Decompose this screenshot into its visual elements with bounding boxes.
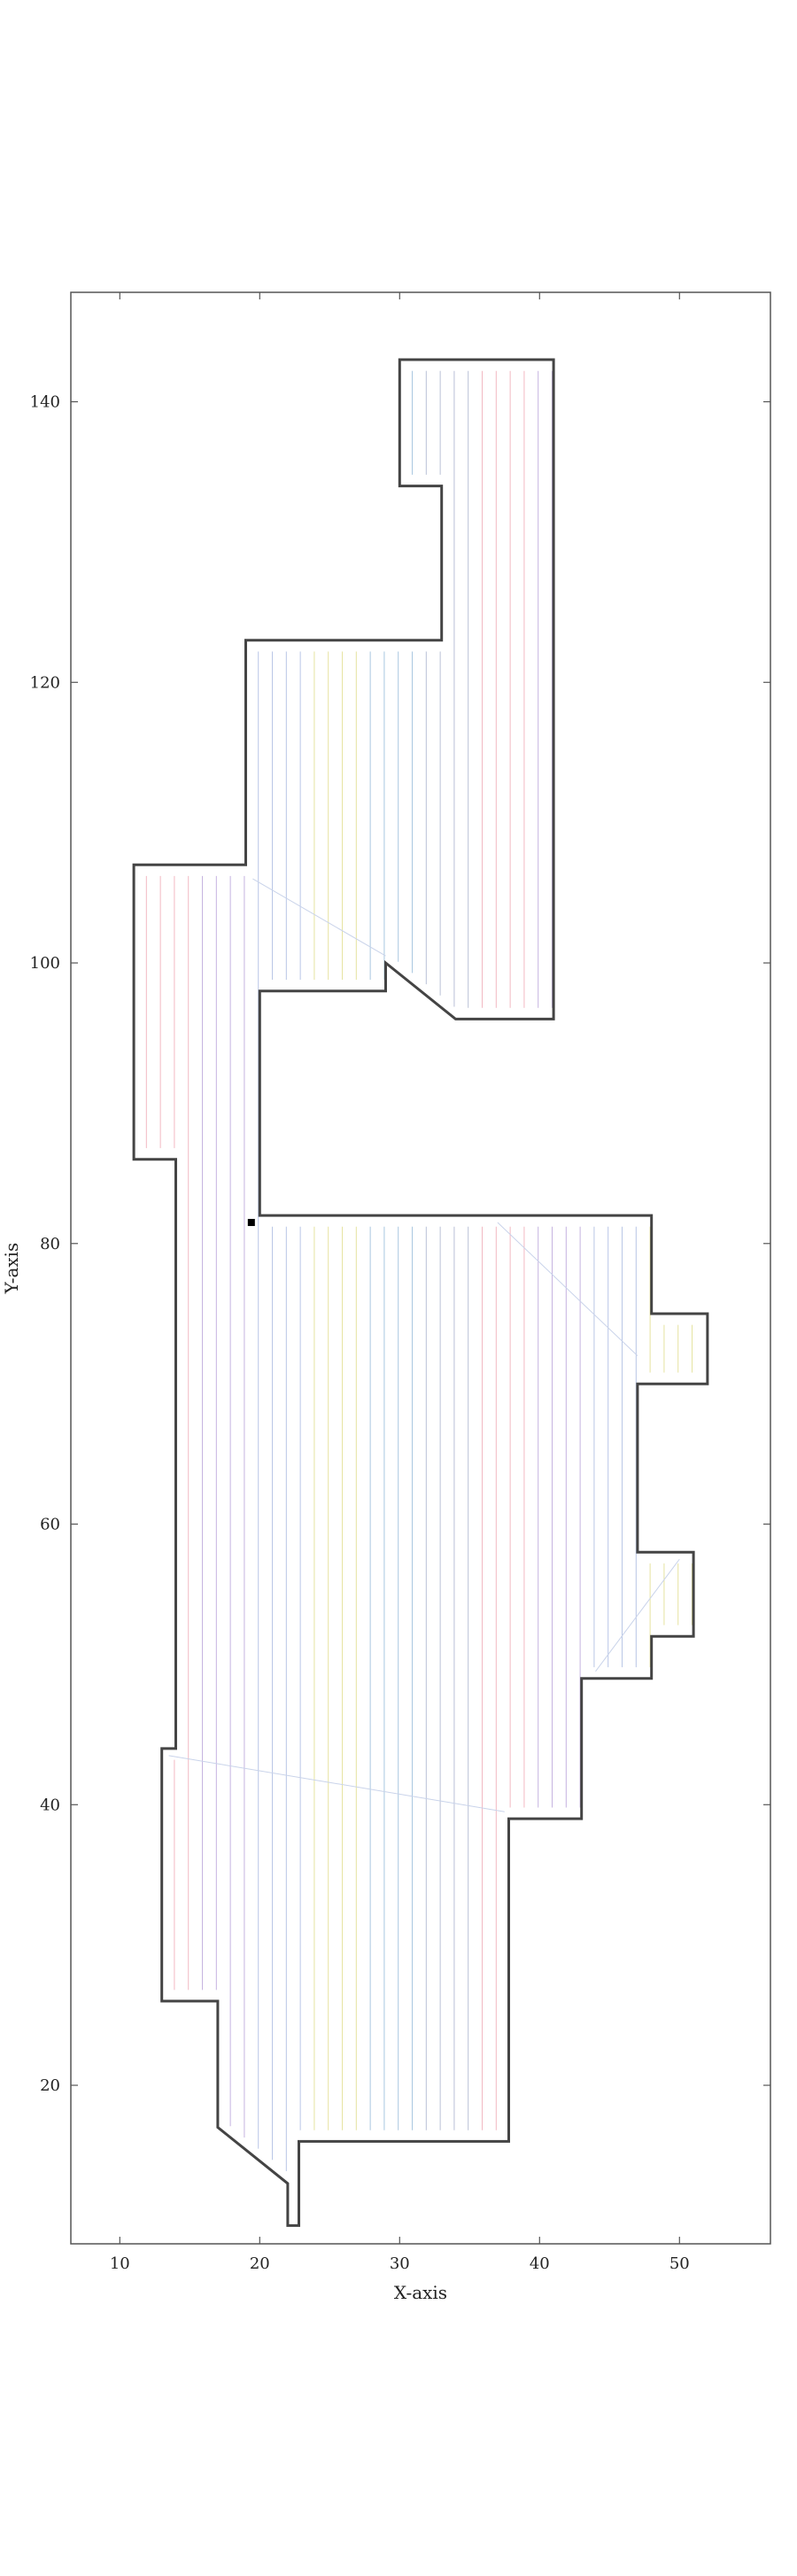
x-tick-label: 50 — [669, 2254, 690, 2273]
start-point-marker — [247, 1219, 255, 1227]
travel-connector — [252, 878, 386, 957]
travel-connector — [497, 1222, 638, 1356]
coverage-hatch-lines — [145, 370, 693, 2171]
travel-connector — [595, 1558, 680, 1672]
y-tick-label: 100 — [30, 954, 60, 973]
x-tick-label: 10 — [110, 2254, 130, 2273]
outer-boundary — [132, 358, 709, 2227]
x-axis-ticks: 10 20 30 40 50 — [110, 292, 690, 2273]
travel-connector — [168, 1755, 505, 1812]
plot-frame — [70, 291, 771, 2245]
y-tick-label: 20 — [40, 2076, 60, 2095]
x-tick-label: 20 — [250, 2254, 270, 2273]
x-tick-label: 40 — [530, 2254, 550, 2273]
y-tick-label: 60 — [40, 1516, 60, 1534]
y-axis-label: Y-axis — [1, 1243, 22, 1295]
y-tick-label: 80 — [40, 1235, 60, 1253]
y-axis-ticks: 20 40 60 80 100 120 140 — [30, 393, 770, 2095]
travel-paths — [168, 878, 680, 1812]
x-axis-label: X-axis — [394, 2282, 447, 2303]
y-tick-label: 40 — [40, 1796, 60, 1814]
x-tick-label: 30 — [390, 2254, 410, 2273]
y-tick-label: 120 — [30, 673, 60, 692]
y-tick-label: 140 — [30, 393, 60, 412]
